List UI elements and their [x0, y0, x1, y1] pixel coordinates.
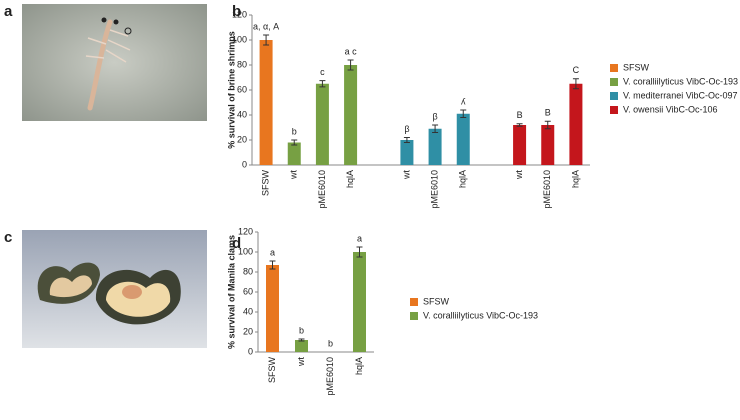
error-bar — [403, 137, 410, 143]
y-axis-label: % survival of brine shrimps — [226, 31, 236, 149]
bar — [344, 65, 358, 165]
error-bar — [263, 34, 270, 46]
legend-label: V. coralliilyticus VibC-Oc-193 — [423, 310, 538, 320]
bar — [266, 265, 279, 352]
significance-letter: B — [545, 108, 551, 118]
x-tick-label: wt — [296, 357, 306, 367]
bar — [400, 140, 414, 165]
significance-letter: C — [573, 65, 580, 75]
legend-swatch — [610, 92, 618, 100]
panel-label: a — [4, 3, 13, 20]
x-tick-label: hqlA — [354, 357, 364, 375]
significance-letter: β — [404, 124, 409, 134]
significance-letter: b — [299, 325, 304, 335]
x-tick-label: wt — [401, 170, 411, 180]
y-tick-label: 40 — [243, 306, 253, 316]
x-tick-label: wt — [289, 170, 299, 180]
y-tick-label: 80 — [243, 266, 253, 276]
y-tick-label: 60 — [243, 286, 253, 296]
error-bar — [356, 246, 363, 258]
bar — [428, 128, 442, 165]
error-bar — [544, 120, 551, 130]
significance-letter: a — [357, 233, 362, 243]
x-tick-label: hqlA — [458, 170, 468, 188]
bar — [315, 83, 329, 165]
panel-label: d — [232, 235, 241, 252]
legend-swatch — [610, 78, 618, 86]
manila-clam-photo — [22, 230, 207, 348]
error-bar — [347, 59, 354, 71]
x-tick-label: SFSW — [267, 356, 277, 383]
x-tick-label: pME6010 — [317, 170, 327, 209]
x-tick-label: pME6010 — [325, 357, 335, 396]
error-bar — [432, 124, 439, 133]
legend-swatch — [410, 298, 418, 306]
error-bar — [572, 78, 579, 90]
significance-letter: β — [432, 111, 437, 121]
y-tick-label: 120 — [232, 9, 247, 19]
error-bar — [291, 139, 298, 146]
legend-label: V. mediterranei VibC-Oc-097 — [623, 90, 738, 100]
legend-label: V. coralliilyticus VibC-Oc-193 — [623, 76, 738, 86]
x-tick-label: hqlA — [570, 170, 580, 188]
bar — [353, 252, 366, 352]
y-tick-label: 40 — [237, 109, 247, 119]
panel-label: c — [4, 229, 12, 246]
x-tick-label: pME6010 — [542, 170, 552, 209]
significance-letter: b — [292, 126, 297, 136]
error-bar — [319, 80, 326, 88]
bar — [569, 83, 583, 165]
legend-swatch — [410, 312, 418, 320]
x-tick-label: pME6010 — [429, 170, 439, 209]
legend-label: SFSW — [623, 62, 650, 72]
brine-shrimp-photo — [22, 4, 207, 121]
y-tick-label: 0 — [248, 346, 253, 356]
bar — [513, 125, 527, 165]
y-tick-label: 0 — [242, 159, 247, 169]
error-bar — [460, 109, 467, 118]
y-tick-label: 100 — [238, 246, 253, 256]
y-tick-label: 60 — [237, 84, 247, 94]
x-tick-label: hqlA — [345, 170, 355, 188]
x-tick-label: wt — [514, 170, 524, 180]
significance-letter: b — [328, 338, 333, 348]
y-tick-label: 80 — [237, 59, 247, 69]
y-tick-label: 20 — [243, 326, 253, 336]
legend-label: SFSW — [423, 296, 450, 306]
error-bar — [298, 338, 305, 342]
error-bar — [516, 123, 523, 127]
bar — [456, 113, 470, 165]
y-tick-label: 120 — [238, 226, 253, 236]
panel-label: b — [232, 3, 241, 20]
significance-letter: a, α, A — [253, 21, 279, 31]
bar — [541, 125, 555, 165]
bar — [295, 340, 308, 352]
y-tick-label: 100 — [232, 34, 247, 44]
y-axis-label: % survival of Manila clams — [226, 235, 236, 349]
x-tick-label: SFSW — [260, 169, 270, 196]
y-tick-label: 20 — [237, 134, 247, 144]
significance-letter: a — [270, 247, 275, 257]
legend-label: V. owensii VibC-Oc-106 — [623, 104, 718, 114]
significance-letter: a c — [345, 46, 358, 56]
legend-swatch — [610, 106, 618, 114]
error-bar — [269, 260, 276, 270]
significance-letter: B — [517, 110, 523, 120]
significance-letter: ʎ — [461, 96, 466, 106]
bar — [259, 40, 273, 165]
significance-letter: c — [320, 67, 325, 77]
legend-swatch — [610, 64, 618, 72]
bar — [287, 142, 301, 165]
